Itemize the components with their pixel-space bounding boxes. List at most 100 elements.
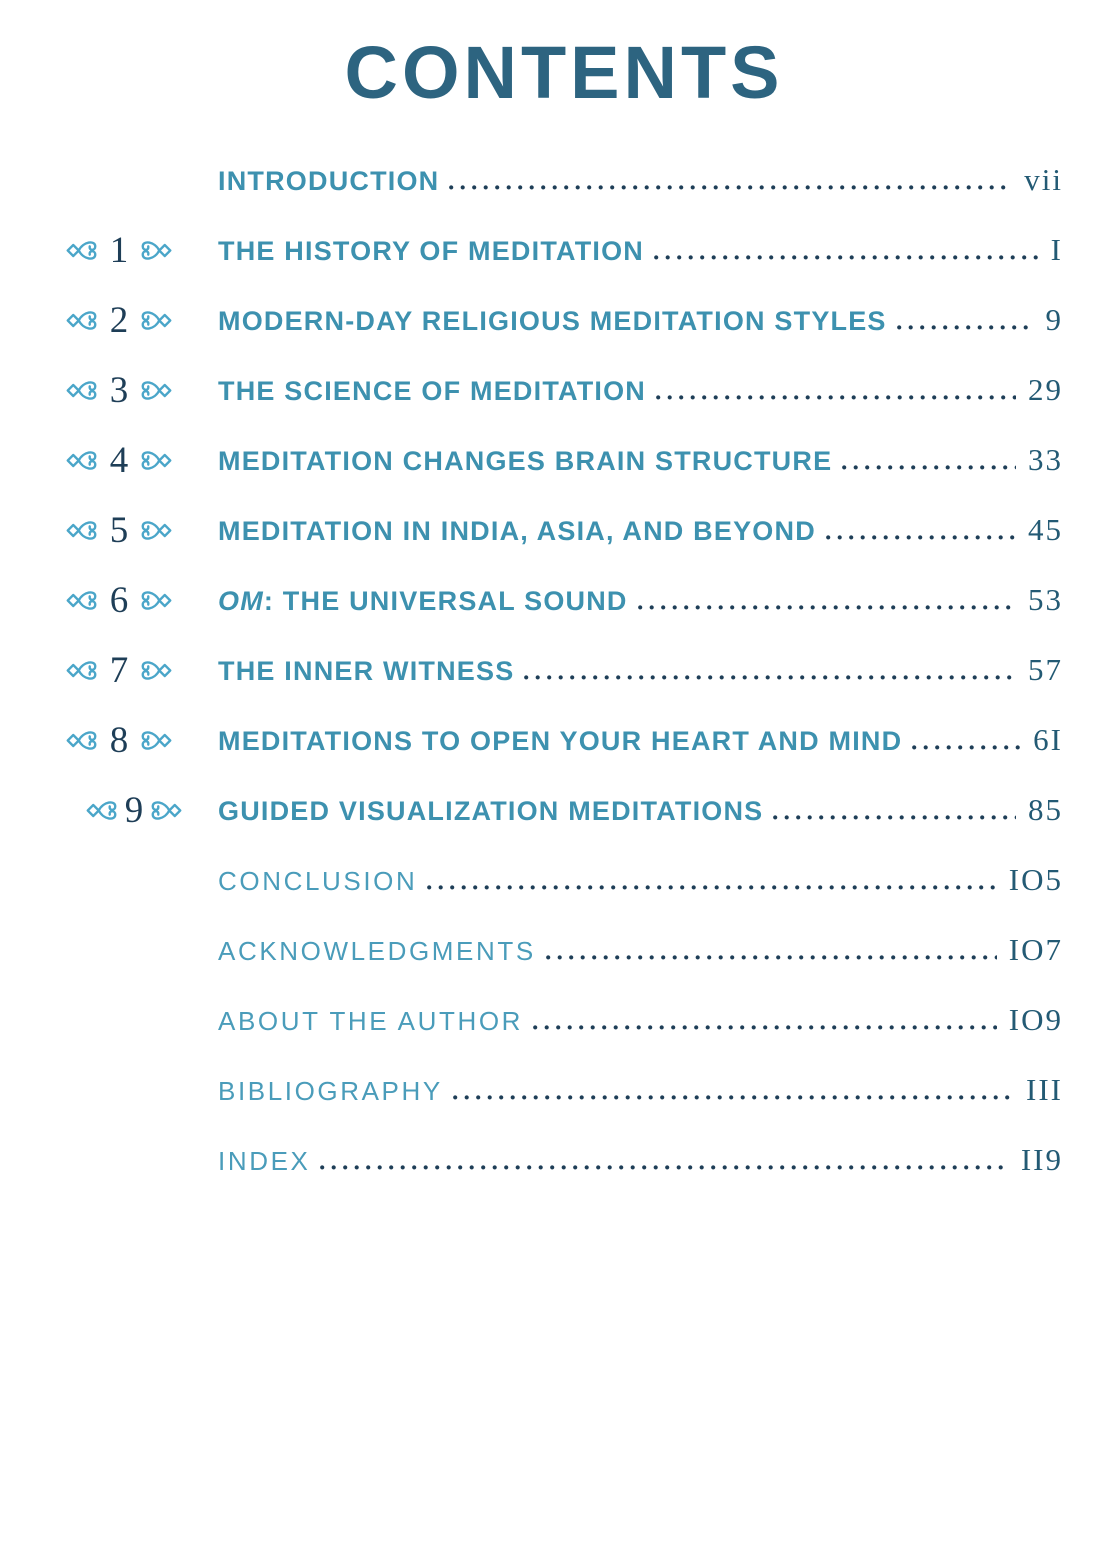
page-number: I: [1050, 232, 1063, 268]
vine-ornament-right-icon: [140, 518, 173, 543]
entry-label: ABOUT THE AUTHOR: [218, 1006, 524, 1037]
page-title: CONTENTS: [344, 31, 784, 114]
toc-entry-chapter-2: 2 MODERN-DAY RELIGIOUS MEDITATION STYLES…: [65, 286, 1063, 356]
page-number: vii: [1024, 162, 1063, 198]
entry-label-rest: : THE UNIVERSAL SOUND: [263, 586, 628, 617]
chapter-number-cell: 1: [65, 232, 218, 269]
entry-label: GUIDED VISUALIZATION MEDITATIONS: [218, 796, 764, 827]
dot-leader: [654, 255, 1039, 261]
dot-leader: [912, 745, 1022, 751]
entry-label: THE HISTORY OF MEDITATION: [218, 236, 645, 267]
entry-label-italic: OM: [218, 586, 264, 617]
entry-label: BIBLIOGRAPHY: [218, 1076, 443, 1107]
page-number: III: [1026, 1072, 1063, 1108]
page-number: 57: [1028, 652, 1063, 688]
chapter-number: 1: [109, 230, 129, 272]
entry-label: INTRODUCTION: [218, 166, 440, 197]
chapter-number: 9: [124, 790, 144, 832]
entry-label: MODERN-DAY RELIGIOUS MEDITATION STYLES: [218, 306, 887, 337]
dot-leader: [896, 325, 1034, 331]
page-number: IO7: [1008, 932, 1063, 968]
dot-leader: [533, 1025, 997, 1031]
page-number: 45: [1028, 512, 1063, 548]
chapter-number: 2: [109, 300, 129, 342]
dot-leader: [656, 395, 1016, 401]
entry-label: THE SCIENCE OF MEDITATION: [218, 376, 646, 407]
dot-leader: [320, 1165, 1009, 1171]
chapter-number-cell: 6: [65, 582, 218, 619]
dot-leader: [637, 605, 1016, 611]
toc-entry-conclusion: CONCLUSION IO5: [65, 846, 1063, 916]
toc-entry-chapter-8: 8 MEDITATIONS TO OPEN YOUR HEART AND MIN…: [65, 706, 1063, 776]
toc-entry-chapter-3: 3 THE SCIENCE OF MEDITATION 29: [65, 356, 1063, 426]
chapter-number-cell: 4: [65, 442, 218, 479]
chapter-number-cell: 8: [65, 722, 218, 759]
vine-ornament-left-icon: [65, 448, 98, 473]
toc-list: INTRODUCTION vii 1 THE HISTORY OF MEDITA…: [65, 146, 1063, 1196]
chapter-number-cell: 9: [65, 792, 218, 829]
vine-ornament-right-icon: [140, 728, 173, 753]
vine-ornament-left-icon: [65, 238, 98, 263]
chapter-number: 4: [109, 440, 129, 482]
chapter-number: 5: [109, 510, 129, 552]
toc-entry-bibliography: BIBLIOGRAPHY III: [65, 1056, 1063, 1126]
chapter-number-cell: 5: [65, 512, 218, 549]
vine-ornament-left-icon: [65, 308, 98, 333]
vine-ornament-left-icon: [85, 798, 118, 823]
page-number: 53: [1028, 582, 1063, 618]
entry-label: MEDITATION CHANGES BRAIN STRUCTURE: [218, 446, 833, 477]
chapter-number: 7: [109, 650, 129, 692]
vine-ornament-right-icon: [140, 378, 173, 403]
toc-entry-introduction: INTRODUCTION vii: [65, 146, 1063, 216]
chapter-number: 3: [109, 370, 129, 412]
chapter-number: 6: [109, 580, 129, 622]
page-number: 9: [1045, 302, 1063, 338]
vine-ornament-right-icon: [150, 798, 183, 823]
vine-ornament-left-icon: [65, 518, 98, 543]
dot-leader: [452, 1095, 1015, 1101]
dot-leader: [449, 185, 1013, 191]
vine-ornament-right-icon: [140, 588, 173, 613]
dot-leader: [773, 815, 1016, 821]
chapter-number-cell: 3: [65, 372, 218, 409]
entry-label: OM: THE UNIVERSAL SOUND: [218, 586, 628, 617]
vine-ornament-left-icon: [65, 728, 98, 753]
page-number: IO5: [1008, 862, 1063, 898]
vine-ornament-left-icon: [65, 378, 98, 403]
chapter-number-cell: 7: [65, 652, 218, 689]
entry-label: THE INNER WITNESS: [218, 656, 515, 687]
dot-leader: [427, 885, 997, 891]
entry-label: ACKNOWLEDGMENTS: [218, 936, 536, 967]
entry-label: MEDITATIONS TO OPEN YOUR HEART AND MIND: [218, 726, 903, 757]
vine-ornament-left-icon: [65, 588, 98, 613]
page-number: 6I: [1033, 722, 1063, 758]
chapter-number-cell: 2: [65, 302, 218, 339]
toc-entry-chapter-9: 9 GUIDED VISUALIZATION MEDITATIONS 85: [65, 776, 1063, 846]
page-number: IO9: [1008, 1002, 1063, 1038]
page-number: 85: [1028, 792, 1063, 828]
toc-entry-chapter-4: 4 MEDITATION CHANGES BRAIN STRUCTURE 33: [65, 426, 1063, 496]
toc-entry-chapter-6: 6 OM: THE UNIVERSAL SOUND 53: [65, 566, 1063, 636]
entry-label: INDEX: [218, 1146, 311, 1177]
vine-ornament-right-icon: [140, 238, 173, 263]
page-number: II9: [1020, 1142, 1063, 1178]
toc-entry-index: INDEX II9: [65, 1126, 1063, 1196]
toc-entry-chapter-5: 5 MEDITATION IN INDIA, ASIA, AND BEYOND …: [65, 496, 1063, 566]
vine-ornament-left-icon: [65, 658, 98, 683]
dot-leader: [545, 955, 997, 961]
dot-leader: [825, 535, 1016, 541]
chapter-number: 8: [109, 720, 129, 762]
vine-ornament-right-icon: [140, 308, 173, 333]
dot-leader: [524, 675, 1016, 681]
toc-entry-about-the-author: ABOUT THE AUTHOR IO9: [65, 986, 1063, 1056]
toc-entry-chapter-1: 1 THE HISTORY OF MEDITATION I: [65, 216, 1063, 286]
entry-label: MEDITATION IN INDIA, ASIA, AND BEYOND: [218, 516, 816, 547]
entry-label: CONCLUSION: [218, 866, 418, 897]
toc-entry-acknowledgments: ACKNOWLEDGMENTS IO7: [65, 916, 1063, 986]
page-number: 29: [1028, 372, 1063, 408]
vine-ornament-right-icon: [140, 658, 173, 683]
toc-entry-chapter-7: 7 THE INNER WITNESS 57: [65, 636, 1063, 706]
vine-ornament-right-icon: [140, 448, 173, 473]
page-number: 33: [1028, 442, 1063, 478]
